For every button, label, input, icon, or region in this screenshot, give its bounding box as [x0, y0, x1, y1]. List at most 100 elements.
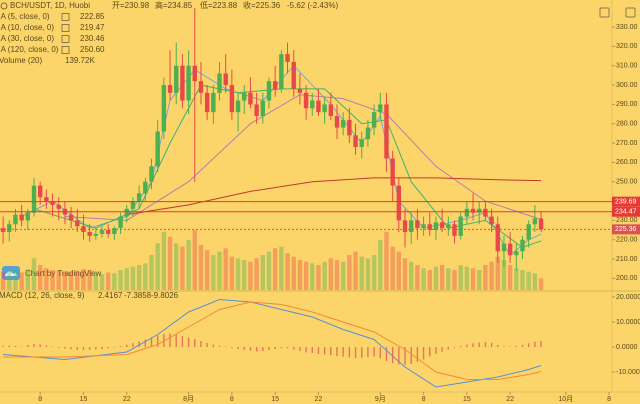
candle-body [180, 65, 185, 101]
volume-bar [31, 258, 37, 290]
y-tick-label: 330.00 [616, 24, 638, 31]
candle-body [211, 92, 216, 113]
candle-body [415, 220, 420, 229]
macd-histogram-bar [348, 347, 351, 358]
candle-body [167, 85, 173, 93]
y-tick-label: -10.0000 [616, 369, 640, 376]
volume-bar [532, 273, 538, 290]
macd-histogram-bar [132, 343, 134, 347]
macd-histogram-bar [447, 347, 450, 350]
macd-histogram-bar [422, 347, 425, 360]
candle-body [266, 81, 272, 101]
settings-icon[interactable] [599, 7, 610, 18]
macd-histogram-bar [126, 344, 128, 347]
macd-histogram-bar [299, 347, 301, 351]
candle-body [136, 193, 142, 202]
macd-histogram-bar [521, 344, 524, 347]
symbol-title: BCH/USDT, 1D, Huobi [10, 1, 90, 10]
x-tick-label: 22 [315, 396, 323, 403]
candle-body [384, 104, 389, 159]
volume-bar [489, 261, 494, 290]
candle-body [7, 224, 12, 232]
candle-body [106, 230, 111, 234]
y-tick-label: 230.00 [616, 217, 638, 224]
ohlc-legend: 收=225.36 [243, 0, 281, 10]
candle-body [56, 204, 61, 209]
candle-body [13, 214, 18, 225]
candle-body [204, 92, 210, 113]
volume-bar [124, 268, 129, 290]
volume-bar [130, 266, 136, 290]
legend-eye[interactable] [61, 35, 70, 43]
macd-histogram-bar [150, 337, 153, 347]
macd-histogram-bar [206, 343, 208, 347]
y-tick-label: 310.00 [616, 63, 638, 70]
ohlc-legend: 低=223.88 [200, 0, 238, 10]
candle-body [328, 104, 334, 116]
ma-legend-value: 230.46 [80, 34, 105, 43]
candle-body [260, 100, 266, 116]
macd-histogram-bar [262, 347, 264, 351]
macd-histogram-bar [490, 343, 493, 347]
macd-histogram-bar [497, 345, 499, 347]
macd-histogram-bar [459, 346, 462, 347]
volume-bar [483, 265, 488, 290]
volume-bar [235, 258, 241, 290]
watermark: Chart by TradingView [25, 269, 102, 278]
macd-histogram-bar [435, 347, 437, 354]
macd-legend-value: -9.8026 [151, 291, 179, 300]
volume-bar [427, 270, 432, 290]
y-tick-label: 210.00 [616, 256, 638, 263]
macd-histogram-bar [187, 337, 190, 347]
candle-body [340, 119, 346, 128]
candle-body [155, 131, 160, 167]
y-tick-label: 280.00 [616, 121, 638, 128]
ma-legend: MA (10, close, 0) [0, 23, 54, 32]
volume-bar [458, 265, 463, 290]
volume-bar [470, 268, 476, 290]
settings-icon[interactable] [625, 7, 636, 18]
ma-line [126, 177, 542, 216]
candle-body [359, 139, 364, 147]
volume-bar [371, 255, 377, 290]
volume-bar [310, 263, 315, 290]
price-label-box [612, 224, 640, 235]
volume-bar [507, 265, 513, 290]
volume-bar [155, 243, 160, 290]
volume-bar [112, 273, 117, 290]
candle-body [297, 88, 303, 93]
candle-body [50, 201, 55, 205]
candle-body [433, 222, 439, 231]
candle-body [37, 185, 43, 198]
macd-histogram-bar [336, 347, 338, 356]
candle-body [242, 92, 247, 101]
y-tick-label: 270.00 [616, 140, 638, 147]
volume-bar [359, 256, 364, 290]
volume-bar [161, 231, 167, 290]
legend-eye[interactable] [61, 46, 70, 54]
macd-histogram-bar [225, 346, 227, 347]
candle-body [378, 104, 383, 113]
macd-histogram-bar [286, 347, 289, 349]
candle-body [446, 224, 451, 229]
candle-body [130, 201, 136, 209]
legend-eye[interactable] [61, 24, 70, 32]
macd-histogram-bar [169, 333, 171, 347]
y-tick-label: 290.00 [616, 101, 638, 108]
volume-bar [285, 253, 290, 290]
x-tick-label: 8 [230, 396, 234, 403]
volume-bar [242, 260, 247, 290]
volume-legend: Volume (20) [0, 56, 42, 65]
candle-body [514, 251, 519, 256]
layout [0, 0, 640, 393]
macd-histogram-bar [379, 347, 381, 358]
macd-histogram-bar [367, 347, 369, 357]
ma-legend: MA (120, close, 0) [0, 45, 59, 54]
volume-bar [81, 269, 86, 290]
candle-body [495, 224, 500, 252]
candle-body [143, 181, 148, 194]
candle-body [25, 212, 31, 221]
macd-histogram-bar [39, 344, 41, 347]
volume-bar [316, 265, 321, 290]
legend-eye[interactable] [61, 13, 70, 21]
